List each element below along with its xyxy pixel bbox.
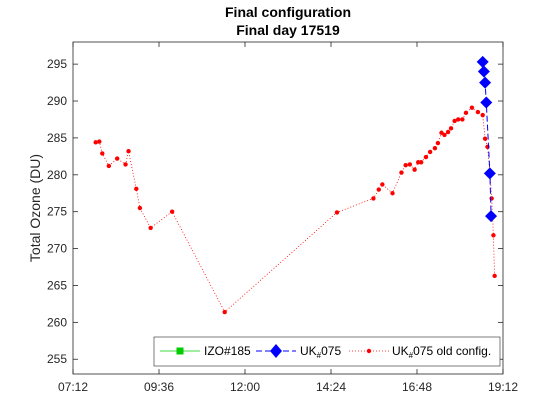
legend: IZO#185 UK#075 UK#075 old config.	[154, 337, 500, 366]
y-tick-label: 255	[47, 352, 67, 366]
data-point-uk075-old	[470, 105, 474, 109]
data-point-uk075-old	[126, 149, 130, 153]
y-tick-label: 260	[47, 315, 67, 329]
data-point-uk075-old	[377, 187, 381, 191]
data-point-uk075-old	[460, 117, 464, 121]
x-tick-label: 16:48	[402, 380, 432, 394]
legend-label-uk075-old: UK#075 old config.	[392, 344, 491, 360]
y-tick-label: 290	[47, 94, 67, 108]
data-point-uk075-old	[403, 163, 407, 167]
data-point-uk075-old	[446, 130, 450, 134]
x-tick-label: 09:36	[144, 380, 174, 394]
legend-label-uk075-old-main: UK	[392, 344, 409, 358]
legend-label-izo185: IZO#185	[204, 344, 251, 358]
data-point-uk075-old	[412, 167, 416, 171]
y-tick-label: 275	[47, 205, 67, 219]
data-point-uk075-old	[433, 146, 437, 150]
data-point-uk075-old	[148, 226, 152, 230]
y-tick-label: 285	[47, 131, 67, 145]
legend-label-uk075-tail: 075	[321, 344, 341, 358]
data-point-uk075-old	[492, 274, 496, 278]
data-point-uk075-old	[456, 117, 460, 121]
data-point-uk075-old	[419, 160, 423, 164]
data-point-uk075-old	[399, 170, 403, 174]
legend-label-uk075: UK#075	[300, 344, 341, 360]
x-tick-label: 19:12	[488, 380, 518, 394]
chart-subtitle: Final day 17519	[236, 22, 340, 38]
data-point-uk075-old	[380, 182, 384, 186]
data-point-uk075-old	[408, 162, 412, 166]
legend-label-uk075-main: UK	[300, 344, 317, 358]
y-tick-label: 280	[47, 168, 67, 182]
x-tick-label: 14:24	[316, 380, 346, 394]
data-point-uk075-old	[107, 164, 111, 168]
data-point-uk075-old	[436, 141, 440, 145]
data-point-uk075-old	[335, 210, 339, 214]
data-point-uk075-old	[480, 113, 484, 117]
data-point-uk075-old	[123, 162, 127, 166]
x-tick-label: 07:12	[58, 380, 88, 394]
y-axis-label: Total Ozone (DU)	[27, 154, 43, 262]
data-point-uk075-old	[97, 139, 101, 143]
chart-title: Final configuration	[225, 4, 351, 20]
legend-marker-izo185	[177, 348, 184, 355]
data-point-uk075-old	[442, 133, 446, 137]
data-point-uk075-old	[222, 310, 226, 314]
data-point-uk075-old	[170, 209, 174, 213]
plot-area	[73, 42, 503, 374]
y-tick-label: 295	[47, 57, 67, 71]
y-tick-label: 270	[47, 242, 67, 256]
data-point-uk075-old	[115, 156, 119, 160]
data-point-uk075-old	[491, 233, 495, 237]
data-point-uk075-old	[464, 111, 468, 115]
data-point-uk075-old	[428, 150, 432, 154]
data-point-uk075-old	[483, 136, 487, 140]
data-point-uk075-old	[371, 196, 375, 200]
data-point-uk075-old	[390, 191, 394, 195]
data-point-uk075-old	[134, 187, 138, 191]
legend-marker-uk075-old	[367, 349, 371, 353]
data-point-uk075-old	[476, 110, 480, 114]
data-point-uk075-old	[424, 155, 428, 159]
legend-label-uk075-old-tail: 075 old config.	[413, 344, 491, 358]
y-tick-label: 265	[47, 278, 67, 292]
data-point-uk075-old	[449, 126, 453, 130]
data-point-uk075-old	[138, 206, 142, 210]
data-point-uk075-old	[100, 151, 104, 155]
x-tick-label: 12:00	[230, 380, 260, 394]
